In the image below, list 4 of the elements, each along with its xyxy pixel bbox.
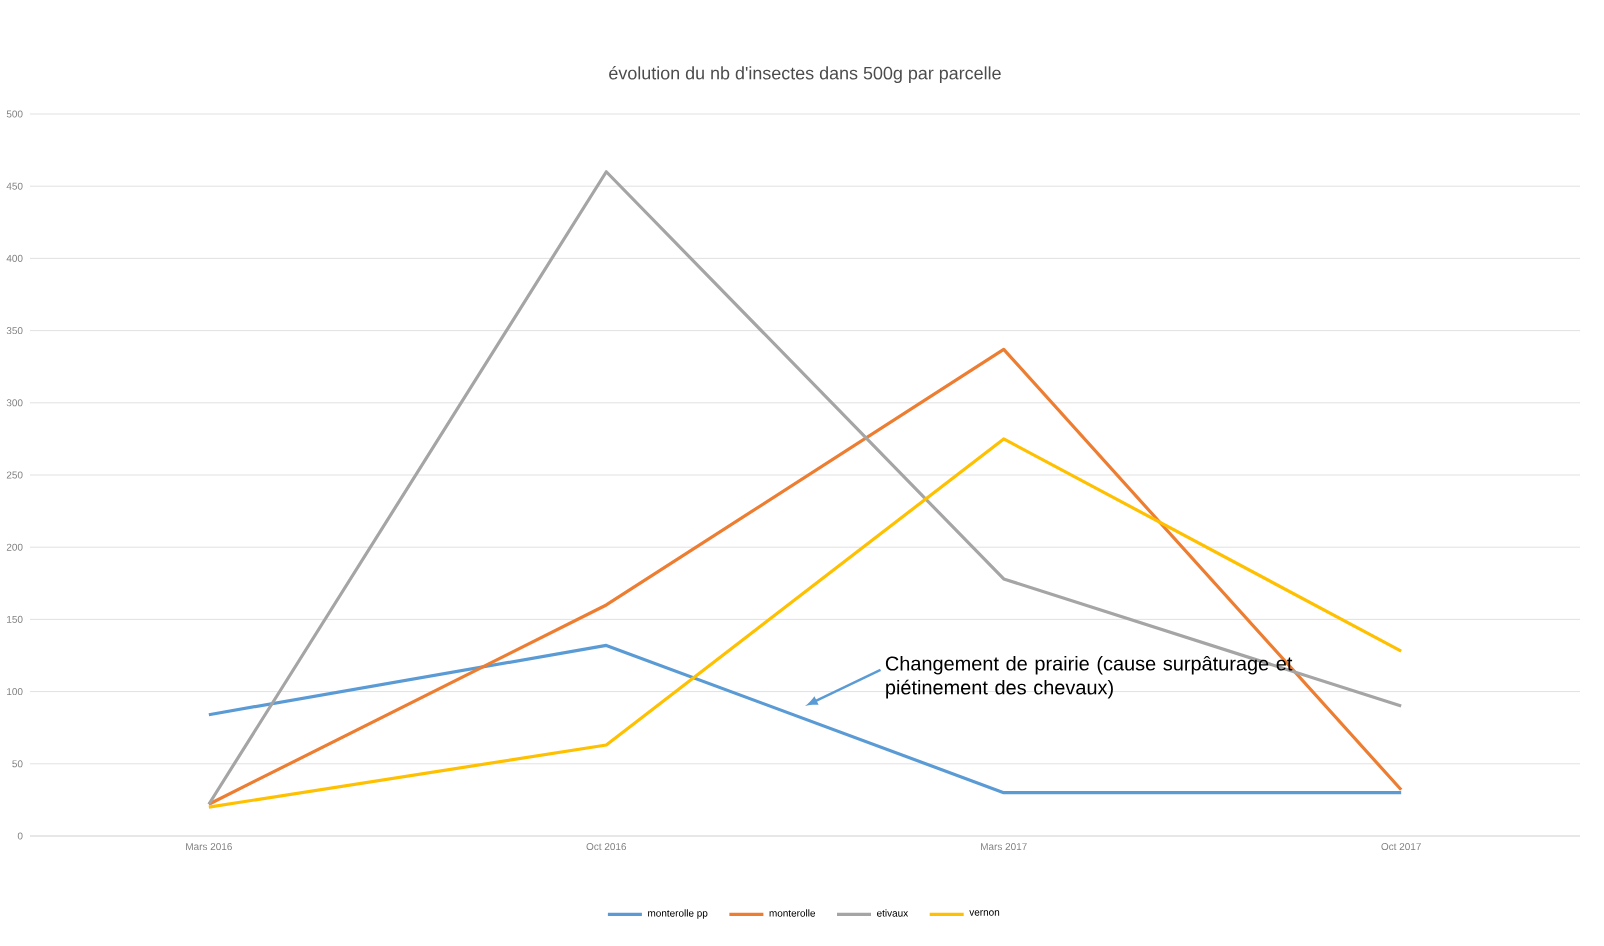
- line-series: [207, 170, 1403, 806]
- chart-title: évolution du nb d'insectes dans 500g par parcelle: [609, 66, 1001, 84]
- line-series: [207, 347, 1403, 806]
- line-series: [207, 437, 1403, 809]
